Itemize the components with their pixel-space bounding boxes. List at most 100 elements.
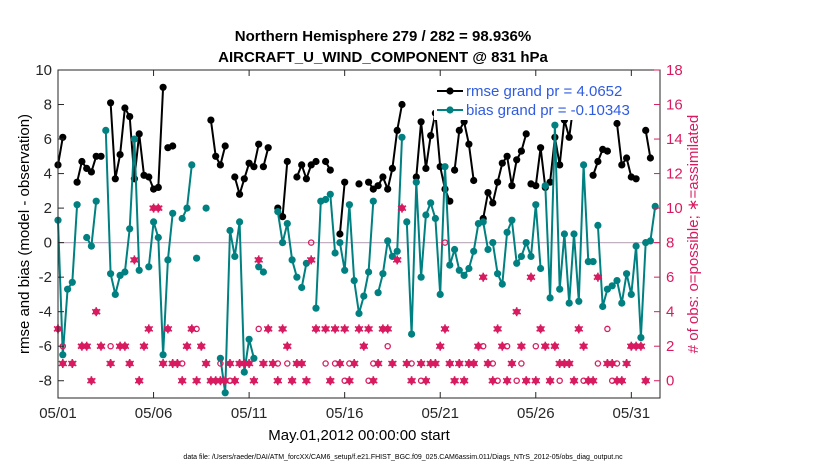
obs-assimilated-point (158, 359, 168, 368)
bias-point (365, 268, 373, 276)
bias-point (87, 242, 95, 250)
bias-point (169, 209, 177, 217)
obs-assimilated-point (540, 341, 550, 351)
y-axis-right-label: # of obs: o=possible; ∗=assimilated (685, 115, 702, 354)
obs-assimilated-point (636, 341, 646, 351)
rmse-point (398, 100, 406, 109)
bias-point (68, 278, 76, 286)
rmse-point (384, 185, 392, 193)
rmse-point (250, 163, 258, 171)
bias-point (102, 126, 110, 134)
rmse-point (594, 157, 602, 166)
bias-point (188, 161, 196, 169)
obs-assimilated-point (488, 376, 498, 386)
bias-point (221, 389, 229, 397)
bias-point (522, 239, 530, 247)
bias-point (274, 208, 282, 216)
obs-assimilated-point (130, 255, 139, 265)
obs-assimilated-point (196, 341, 206, 351)
obs-assimilated-point (478, 272, 488, 282)
obs-assimilated-point (641, 376, 651, 386)
y-right-tick-label: 12 (666, 166, 683, 183)
obs-assimilated-point (330, 324, 340, 334)
rmse-point (336, 230, 344, 238)
bias-point (398, 133, 406, 141)
bias-point (565, 299, 573, 307)
obs-assimilated-point (134, 376, 144, 386)
bias-point (293, 273, 301, 281)
rmse-point (298, 161, 306, 169)
bias-point (580, 161, 588, 169)
bias-point (250, 354, 258, 362)
y-left-tick-label: 10 (35, 62, 52, 79)
obs-assimilated-point (220, 376, 230, 386)
bias-point (618, 299, 626, 307)
rmse-point (470, 176, 478, 185)
obs-possible-point (107, 342, 114, 350)
y-left-tick-label: -6 (39, 338, 52, 355)
y-left-tick-label: -2 (39, 269, 52, 286)
obs-assimilated-point (287, 376, 297, 386)
bias-point (92, 197, 100, 205)
rmse-point (78, 157, 86, 166)
rmse-line-segment (209, 119, 227, 168)
obs-assimilated-point (392, 255, 402, 265)
bias-point (183, 204, 191, 212)
rmse-point (465, 140, 473, 148)
obs-assimilated-point (440, 324, 450, 334)
rmse-point (412, 173, 420, 181)
rmse-point (623, 154, 631, 162)
rmse-point (240, 175, 248, 183)
obs-assimilated-point (521, 376, 531, 386)
obs-assimilated-point (182, 341, 192, 351)
rmse-point (365, 178, 373, 186)
bias-point (121, 268, 129, 276)
bias-point (422, 211, 430, 219)
rmse-line-segment (338, 182, 346, 235)
y-right-tick-label: 4 (666, 304, 674, 321)
bias-point (255, 263, 263, 271)
obs-assimilated-point (349, 359, 359, 368)
obs-assimilated-point (144, 324, 154, 334)
bias-point (412, 178, 420, 186)
bias-point (130, 135, 138, 143)
obs-assimilated-point (431, 359, 440, 368)
bias-point (240, 368, 248, 376)
x-axis-label: May.01,2012 00:00:00 start (268, 427, 450, 444)
obs-assimilated-point (512, 307, 522, 317)
rmse-point (221, 142, 229, 150)
obs-assimilated-point (502, 376, 512, 386)
x-tick-label: 05/21 (421, 405, 459, 422)
bias-point (126, 225, 134, 233)
rmse-line-segment (530, 100, 575, 190)
rmse-point (73, 178, 81, 186)
bias-point (312, 304, 320, 312)
bias-point (59, 351, 67, 359)
y-right-tick-label: 6 (666, 269, 674, 286)
bias-point (322, 195, 330, 204)
obs-assimilated-point (435, 341, 445, 351)
obs-possible-point (556, 377, 563, 384)
rmse-point (494, 178, 502, 186)
rmse-point (446, 197, 454, 205)
rmse-point (451, 166, 459, 174)
bias-point (408, 330, 416, 338)
obs-assimilated-point (579, 341, 588, 351)
obs-assimilated-point (588, 376, 598, 386)
obs-assimilated-point (87, 376, 96, 386)
obs-assimilated-point (335, 359, 345, 368)
bias-point (369, 197, 377, 205)
bias-point (379, 270, 387, 278)
legend-box (434, 82, 654, 120)
rmse-point (255, 140, 263, 148)
bias-line-segment (147, 213, 174, 355)
rmse-point (517, 147, 526, 155)
bias-point (451, 245, 459, 254)
rmse-point (231, 173, 239, 181)
obs-assimilated-point (354, 324, 364, 334)
rmse-point (455, 126, 463, 134)
bias-point (613, 277, 621, 285)
obs-assimilated-point (483, 359, 493, 368)
y-left-tick-label: 2 (44, 200, 52, 217)
rmse-point (116, 151, 124, 159)
